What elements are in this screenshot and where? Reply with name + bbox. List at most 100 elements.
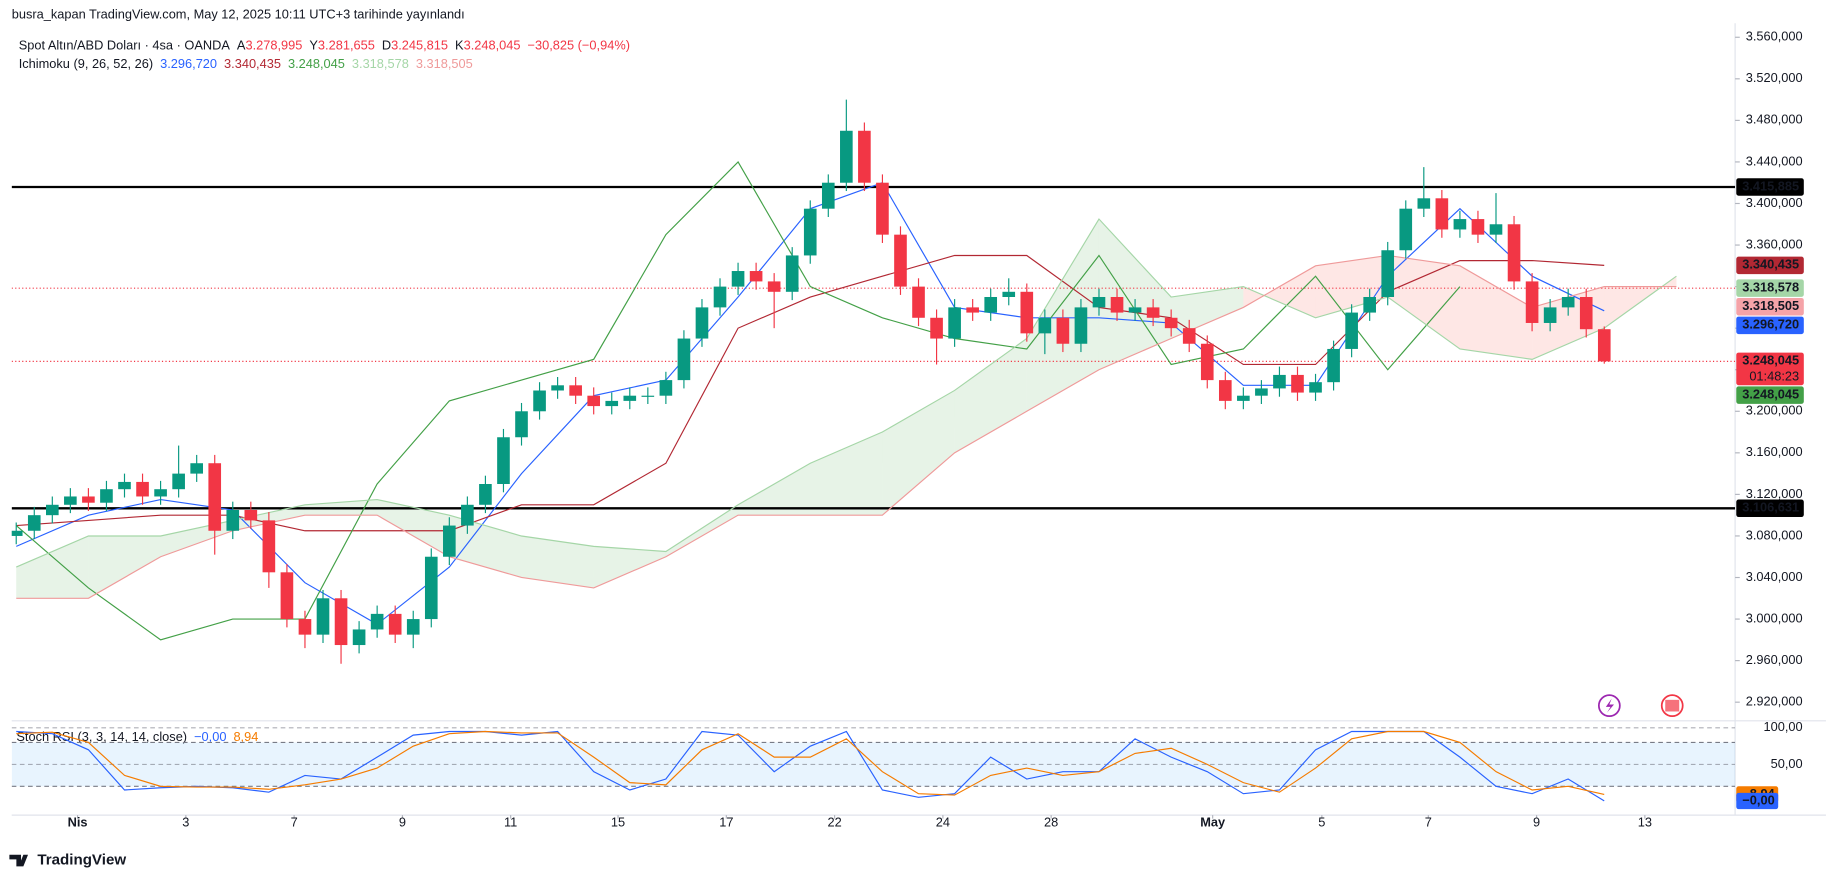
footer-brand: TradingView: [37, 852, 126, 869]
symbol-legend: Spot Altın/ABD Doları · 4sa · OANDA A3.27…: [19, 38, 630, 53]
ohlc-value: 3.278,995: [245, 38, 302, 53]
candle-body: [749, 271, 763, 282]
candle-body: [1200, 343, 1214, 381]
y-tick-label: 3.480,000: [1746, 112, 1803, 127]
x-tick-label: 13: [1638, 815, 1652, 830]
candle-body: [11, 530, 23, 536]
candle-body: [1489, 224, 1503, 235]
candle-body: [533, 390, 546, 412]
candle-body: [695, 307, 709, 339]
cloud: [521, 535, 594, 588]
price-tag-label: 3.248,045: [1742, 387, 1799, 402]
candle-body: [966, 307, 979, 313]
y-tick-label: 3.040,000: [1746, 569, 1803, 584]
candle-body: [154, 489, 167, 497]
ichimoku-line: [16, 218, 1677, 568]
candle-body: [587, 395, 601, 407]
price-tag: [1736, 256, 1804, 275]
candle-body: [136, 481, 149, 497]
candle-body: [1399, 208, 1413, 251]
x-tick-label: 7: [291, 815, 298, 830]
ichimoku-value: 3.248,045: [288, 57, 345, 72]
cloud: [1459, 265, 1533, 360]
candle-body: [1182, 328, 1196, 344]
x-tick-label: 7: [1425, 815, 1432, 830]
x-tick-label: 24: [936, 815, 950, 830]
cloud: [1243, 265, 1316, 318]
candle-body: [659, 380, 673, 396]
cloud: [738, 463, 811, 516]
candle-body: [623, 395, 637, 401]
ichimoku-line: [15, 161, 1461, 641]
candle-body: [1237, 395, 1250, 401]
candle-body: [27, 515, 41, 531]
candle-body: [858, 130, 871, 183]
lightning: [1605, 698, 1615, 713]
y-tick-label: 3.160,000: [1746, 444, 1803, 459]
candle-body: [461, 504, 474, 526]
stoch-value: −0,00: [194, 730, 226, 745]
price-tag-label: 3.415,885: [1742, 178, 1799, 193]
candle-body: [1255, 388, 1268, 396]
candle-body: [1597, 329, 1611, 362]
price-tag-label: 3.318,505: [1742, 298, 1799, 313]
candle-body: [1092, 296, 1106, 308]
candle-body: [1273, 374, 1286, 389]
y-tick-label: 3.440,000: [1746, 153, 1803, 168]
ohlc-value: 3.245,815: [391, 38, 448, 53]
y-tick-label: 3.080,000: [1746, 527, 1803, 542]
stoch-value: 8,94: [233, 730, 258, 745]
x-tick-label: 17: [719, 815, 733, 830]
candle-body: [677, 338, 691, 381]
candle-body: [1002, 291, 1016, 297]
price-tag: [1736, 499, 1804, 518]
candle-body: [1146, 307, 1160, 318]
price-tag: [1736, 316, 1804, 335]
ohlc-key: A: [237, 38, 246, 53]
candle-body: [1038, 317, 1052, 334]
ichimoku-title: Ichimoku (9, 26, 52, 26): [19, 57, 153, 72]
candle-body: [334, 598, 348, 646]
symbol: Spot Altın/ABD Doları · 4sa · OANDA: [19, 38, 231, 53]
candle-body: [840, 130, 853, 183]
price-tag: [1736, 279, 1804, 297]
y-tick-label: 2.960,000: [1746, 652, 1803, 667]
candle-body: [1435, 198, 1449, 230]
y-tick-label: 3.000,000: [1746, 610, 1803, 625]
candle-body: [82, 496, 95, 503]
cloud: [954, 338, 1027, 453]
candle-body: [984, 296, 998, 313]
y-tick-label: 3.520,000: [1746, 70, 1803, 85]
stoch-line: [16, 730, 1605, 802]
candle-body: [1327, 348, 1340, 383]
candle-body: [388, 613, 402, 635]
candle-body: [406, 619, 420, 635]
candle-body: [1345, 312, 1358, 349]
price-tag-label: 3.296,720: [1742, 317, 1799, 332]
candle-body: [713, 286, 727, 308]
candle-body: [821, 182, 835, 209]
candle-body: [605, 400, 619, 407]
price-tag-label: 3.248,045: [1742, 353, 1799, 368]
plot-layer: Spot Altın/ABD Doları · 4sa · OANDA A3.27…: [11, 29, 1804, 830]
x-tick-label: 5: [1318, 815, 1325, 830]
stoch-line: [16, 730, 1605, 796]
price-tag: [1736, 178, 1804, 196]
flag: [1665, 699, 1680, 712]
candle-body: [190, 463, 203, 474]
candle-body: [785, 255, 799, 292]
candle-body: [767, 281, 781, 292]
candle-body: [1453, 219, 1467, 230]
cloud: [593, 546, 666, 588]
stoch-pane: [11, 727, 1736, 802]
y-tick-label: 2.920,000: [1746, 694, 1803, 709]
y-tick-label: 3.560,000: [1746, 29, 1803, 44]
cloud: [1098, 219, 1172, 370]
candle-body: [443, 525, 456, 557]
candle-body: [262, 520, 276, 573]
candle-body: [1164, 317, 1178, 329]
cloud: [88, 535, 161, 599]
cloud: [16, 535, 89, 599]
